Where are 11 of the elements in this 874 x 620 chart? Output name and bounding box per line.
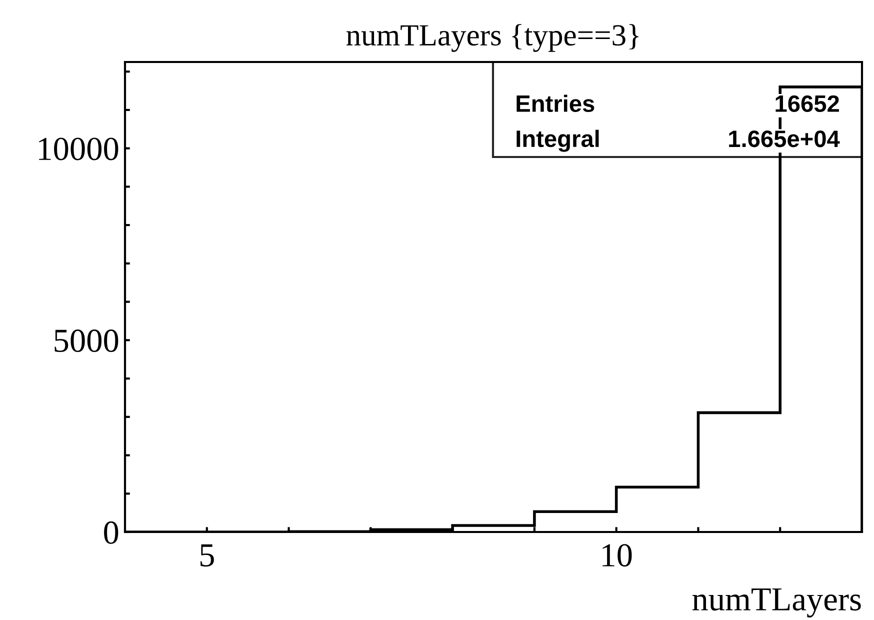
x-tick-label: 5 [200, 544, 214, 567]
chart-title: numTLayers {type==3} [346, 24, 638, 52]
annotation: Integral [516, 130, 599, 152]
y-tick-label: 10000 [39, 138, 118, 160]
x-tick-label: 10 [602, 544, 632, 567]
x-axis-title: numTLayers [692, 588, 861, 618]
annotation: Entries [516, 94, 594, 112]
annotation: 16652 [776, 95, 839, 112]
y-tick-label: 0 [104, 521, 118, 544]
y-tick-label: 5000 [54, 330, 118, 352]
annotation: 1.665e+04 [729, 130, 840, 148]
